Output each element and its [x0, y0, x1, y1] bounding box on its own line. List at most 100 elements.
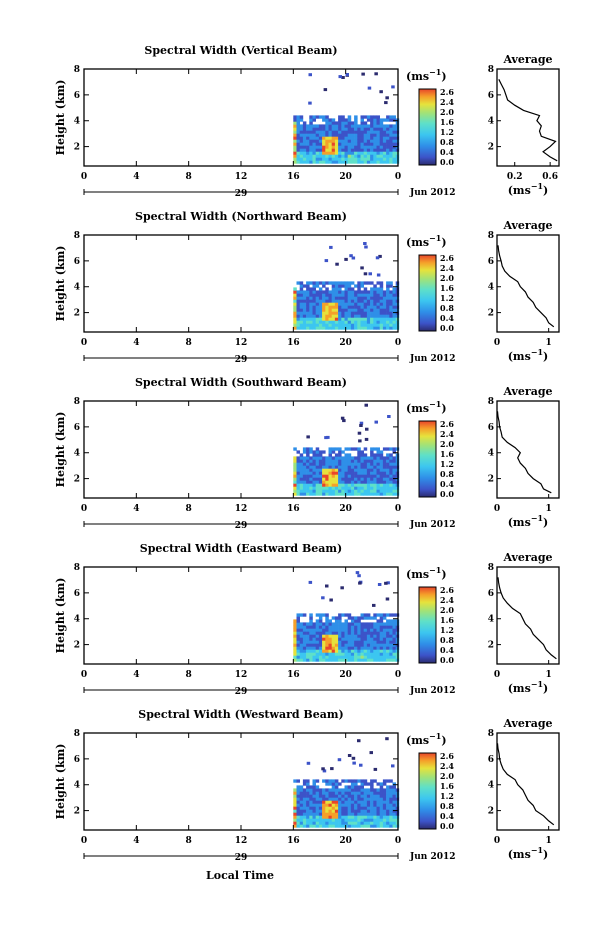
heat-cell: [350, 785, 355, 789]
heat-cell: [334, 818, 339, 822]
heat-cell: [331, 800, 336, 804]
heat-cell: [382, 646, 387, 650]
heat-cell: [382, 824, 387, 828]
heat-cell: [341, 788, 345, 792]
heat-cell: [363, 145, 368, 149]
heat-cell: [328, 308, 332, 312]
heat-cell: [354, 130, 358, 134]
heat-cell: [325, 818, 329, 822]
heat-cell: [376, 471, 380, 475]
heat-cell: [347, 459, 352, 463]
heat-cell: [366, 483, 371, 487]
heat-cell: [341, 631, 345, 635]
heat-cell: [334, 127, 339, 131]
heat-cell: [344, 453, 348, 457]
heat-cell: [322, 646, 326, 650]
heat-cell: [331, 314, 336, 318]
heat-cell: [392, 468, 396, 472]
heat-cell: [325, 293, 329, 297]
heat-cell: [373, 302, 377, 306]
heat-cell: [315, 812, 320, 816]
heat-cell: [325, 115, 329, 119]
heat-cell: [347, 326, 352, 330]
heat-cell: [386, 658, 390, 662]
heat-cell: [350, 459, 355, 463]
heat-cell: [296, 815, 300, 819]
heat-cell: [376, 142, 380, 146]
heat-cell: [341, 779, 345, 783]
heat-cell: [341, 145, 345, 149]
heat-cell: [334, 320, 339, 324]
profile-x-tick-label: 0.6: [542, 172, 558, 182]
heat-cell: [325, 456, 329, 460]
heat-cell: [315, 468, 320, 472]
heat-cell: [373, 124, 377, 128]
heat-cell: [370, 649, 374, 653]
heat-cell: [382, 821, 387, 825]
heat-cell: [347, 474, 352, 478]
heat-cell: [328, 459, 332, 463]
heat-cell: [389, 637, 393, 641]
heat-cell: [354, 637, 358, 641]
heat-cell: [296, 824, 300, 828]
heat-cell: [293, 311, 297, 315]
heat-cell: [312, 815, 316, 819]
heat-cell: [363, 139, 368, 143]
heat-cell: [360, 160, 364, 164]
heat-cell: [354, 812, 358, 816]
heat-cell: [299, 794, 304, 798]
heat-cell: [376, 127, 380, 131]
heat-cell: [373, 320, 377, 324]
heat-cell: [296, 311, 300, 315]
heat-cell: [354, 317, 358, 321]
heat-cell: [357, 477, 361, 481]
heat-cell: [357, 456, 361, 460]
heat-cell: [379, 486, 384, 490]
heat-cell: [363, 779, 368, 783]
heat-cell: [315, 284, 320, 288]
heat-cell: [350, 151, 355, 155]
heat-cell: [373, 151, 377, 155]
heat-cell: [360, 658, 364, 662]
heat-cell: [322, 474, 326, 478]
heat-cell: [354, 477, 358, 481]
heat-cell: [296, 489, 300, 493]
heat-cell: [386, 305, 390, 309]
heat-cell: [376, 628, 380, 632]
heat-cell: [328, 124, 332, 128]
heat-cell: [354, 486, 358, 490]
heat-cell: [347, 628, 352, 632]
heat-cell: [392, 139, 396, 143]
heat-cell: [312, 293, 316, 297]
heat-cell: [376, 462, 380, 466]
heat-cell: [302, 658, 307, 662]
colorbar-tick-label: 0.0: [440, 655, 454, 665]
heat-cell: [318, 293, 323, 297]
heat-cell: [322, 130, 326, 134]
heat-cell: [382, 815, 387, 819]
heat-cell: [386, 317, 390, 321]
heat-cell: [360, 293, 364, 297]
heat-cell: [360, 130, 364, 134]
heat-cell: [379, 640, 384, 644]
heat-cell: [325, 477, 329, 481]
heat-cell: [312, 625, 316, 629]
heat-cell: [306, 468, 310, 472]
heat-cell: [299, 151, 304, 155]
heat-cell: [360, 115, 364, 119]
heat-cell: [338, 471, 342, 475]
heat-cell: [347, 486, 352, 490]
heat-cell: [328, 652, 332, 656]
heat-cell: [389, 812, 393, 816]
heat-cell: [309, 151, 313, 155]
heat-cell: [312, 492, 316, 496]
heat-cell: [306, 649, 310, 653]
heat-cell: [373, 148, 377, 152]
profile-y-tick-label: 8: [488, 397, 494, 407]
heat-cell: [366, 646, 371, 650]
heat-cell: [302, 323, 307, 327]
heat-cell: [299, 139, 304, 143]
heat-cell: [338, 655, 342, 659]
heat-cell: [325, 121, 329, 125]
heat-cell: [322, 148, 326, 152]
